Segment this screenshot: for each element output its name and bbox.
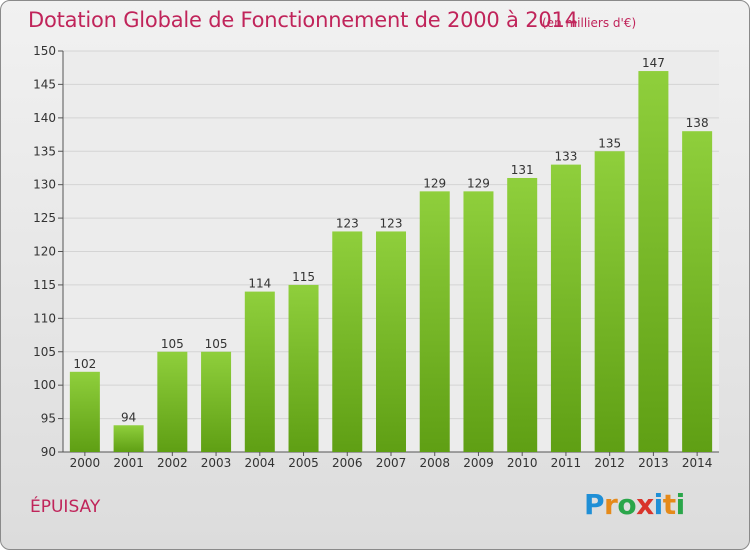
- bar-value-label: 147: [642, 56, 665, 70]
- bar-value-label: 105: [161, 337, 184, 351]
- y-tick-label: 140: [33, 111, 56, 125]
- bar-2013: [638, 71, 669, 453]
- y-tick-label: 150: [33, 44, 56, 58]
- x-tick-label: 2007: [376, 456, 407, 470]
- y-tick-label: 90: [41, 445, 56, 459]
- x-tick-label: 2010: [507, 456, 538, 470]
- y-tick-label: 110: [33, 311, 56, 325]
- y-tick-label: 145: [33, 77, 56, 91]
- y-tick-label: 115: [33, 278, 56, 292]
- bar-value-label: 102: [73, 357, 96, 371]
- y-tick-label: 95: [41, 412, 56, 426]
- bar-2007: [376, 231, 406, 452]
- x-tick-label: 2013: [638, 456, 669, 470]
- bar-2011: [550, 164, 581, 452]
- y-tick-label: 135: [33, 144, 56, 158]
- bar-value-label: 115: [292, 270, 315, 284]
- x-tick-label: 2001: [113, 456, 144, 470]
- commune-name: ÉPUISAY: [30, 497, 101, 517]
- bar-2009: [463, 191, 494, 452]
- y-tick-label: 105: [33, 345, 56, 359]
- x-tick-label: 2003: [201, 456, 232, 470]
- y-tick-label: 130: [33, 178, 56, 192]
- bar-value-label: 114: [248, 277, 271, 291]
- x-tick-label: 2006: [332, 456, 363, 470]
- logo-letter: i: [653, 488, 664, 521]
- logo-letter: r: [604, 488, 618, 521]
- bar-value-label: 131: [511, 163, 534, 177]
- proxiti-logo: Proxiti: [584, 488, 685, 521]
- bar-2001: [113, 425, 144, 452]
- bar-2010: [507, 177, 538, 452]
- bar-value-label: 129: [423, 176, 446, 190]
- x-tick-label: 2008: [419, 456, 450, 470]
- x-tick-label: 2004: [245, 456, 276, 470]
- logo-letter: x: [636, 488, 654, 521]
- bar-value-label: 129: [467, 176, 490, 190]
- x-tick-label: 2002: [157, 456, 188, 470]
- bar-2003: [201, 351, 232, 452]
- bar-value-label: 105: [205, 337, 228, 351]
- bar-2000: [69, 371, 100, 452]
- bar-2005: [288, 284, 319, 452]
- bar-2006: [332, 231, 363, 452]
- logo-letter: t: [662, 488, 676, 521]
- y-tick-label: 120: [33, 245, 56, 259]
- x-tick-label: 2009: [463, 456, 494, 470]
- logo-letter: i: [675, 488, 686, 521]
- logo-letter: P: [584, 488, 605, 521]
- y-tick-label: 125: [33, 211, 56, 225]
- bar-value-label: 135: [598, 136, 621, 150]
- bar-2008: [419, 191, 450, 452]
- chart-title: Dotation Globale de Fonctionnement de 20…: [28, 8, 578, 32]
- x-tick-label: 2011: [551, 456, 582, 470]
- x-tick-label: 2000: [70, 456, 101, 470]
- bar-2004: [244, 291, 275, 452]
- y-tick-label: 100: [33, 378, 56, 392]
- x-tick-label: 2012: [594, 456, 625, 470]
- x-tick-label: 2014: [682, 456, 713, 470]
- chart-subtitle: (en milliers d'€): [542, 16, 637, 30]
- bar-2012: [594, 151, 625, 452]
- logo-letter: o: [617, 488, 637, 521]
- bar-2002: [157, 351, 188, 452]
- bar-value-label: 94: [121, 410, 136, 424]
- bar-value-label: 138: [686, 116, 709, 130]
- bar-value-label: 123: [336, 216, 359, 230]
- bar-2014: [682, 131, 713, 452]
- bar-value-label: 133: [554, 150, 577, 164]
- x-tick-label: 2005: [288, 456, 319, 470]
- bar-value-label: 123: [380, 216, 403, 230]
